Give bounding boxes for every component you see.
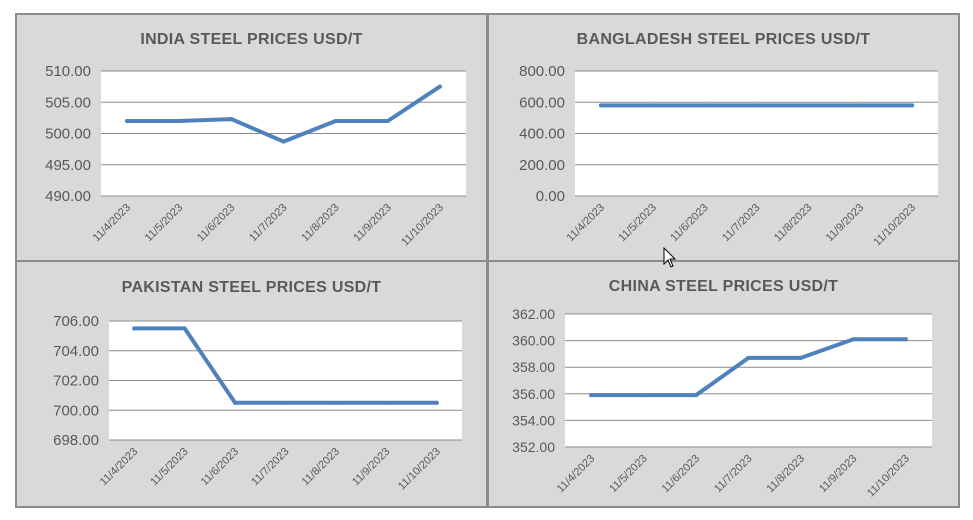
y-tick-label: 700.00: [53, 402, 99, 419]
x-tick-label: 11/10/2023: [396, 446, 443, 493]
data-point: [333, 400, 338, 405]
x-tick-label: 11/10/2023: [871, 202, 918, 249]
chart-title: BANGLADESH STEEL PRICES USD/T: [576, 31, 871, 48]
y-tick-label: 362.00: [512, 306, 555, 322]
x-tick-label: 11/5/2023: [143, 202, 186, 245]
y-tick-label: 354.00: [512, 412, 555, 428]
y-tick-label: 702.00: [53, 373, 99, 390]
x-tick-label: 11/5/2023: [607, 453, 650, 496]
y-tick-label: 698.00: [53, 432, 99, 449]
y-tick-label: 490.00: [45, 188, 91, 205]
data-point: [229, 117, 234, 122]
data-point: [694, 393, 699, 398]
data-point: [384, 400, 389, 405]
data-point: [598, 103, 603, 108]
x-tick-label: 11/4/2023: [91, 202, 134, 245]
data-point: [754, 103, 759, 108]
x-tick-label: 11/9/2023: [817, 453, 860, 496]
data-point: [233, 400, 238, 405]
x-tick-label: 11/8/2023: [765, 453, 808, 496]
data-point: [851, 337, 856, 342]
data-point: [798, 355, 803, 360]
y-tick-label: 706.00: [53, 313, 99, 330]
data-point: [702, 103, 707, 108]
y-tick-label: 510.00: [45, 63, 91, 80]
y-tick-label: 500.00: [45, 126, 91, 143]
plot-area: [565, 314, 932, 447]
x-tick-label: 11/9/2023: [351, 202, 394, 245]
bangladesh-chart-panel: BANGLADESH STEEL PRICES USD/T 0.00 200.00…: [487, 13, 960, 262]
y-tick-label: 600.00: [519, 94, 565, 111]
data-point: [283, 400, 288, 405]
y-tick-label: 356.00: [512, 386, 555, 402]
data-point: [177, 119, 182, 123]
y-tick-label: 352.00: [512, 439, 555, 455]
data-point: [437, 84, 442, 89]
x-tick-label: 11/5/2023: [616, 202, 659, 245]
y-tick-label: 200.00: [519, 157, 565, 174]
x-tick-label: 11/10/2023: [865, 453, 912, 500]
data-point: [125, 119, 130, 123]
x-tick-label: 11/7/2023: [712, 453, 755, 496]
x-tick-label: 11/4/2023: [555, 453, 598, 496]
x-tick-label: 11/7/2023: [720, 202, 763, 245]
x-tick-label: 11/9/2023: [350, 446, 393, 489]
chart-title: PAKISTAN STEEL PRICES USD/T: [121, 279, 382, 296]
data-point: [910, 103, 915, 108]
india-chart-panel: INDIA STEEL PRICES USD/T 490.00 495.00 500…: [15, 13, 488, 262]
x-tick-label: 11/8/2023: [299, 202, 342, 245]
y-tick-label: 0.00: [536, 188, 565, 205]
china-chart-panel: CHINA STEEL PRICES USD/T 352.00 354.00 356…: [487, 260, 960, 508]
data-point: [182, 326, 187, 331]
y-tick-label: 400.00: [519, 126, 565, 143]
data-point: [903, 337, 908, 342]
mouse-pointer-icon: [663, 247, 677, 268]
data-point: [746, 355, 751, 360]
data-point: [650, 103, 655, 108]
y-tick-label: 495.00: [45, 157, 91, 174]
chart-title: INDIA STEEL PRICES USD/T: [140, 31, 363, 48]
data-point: [333, 119, 338, 123]
data-point: [434, 400, 439, 405]
chart-title: CHINA STEEL PRICES USD/T: [608, 278, 839, 295]
data-point: [132, 326, 137, 331]
x-tick-label: 11/7/2023: [249, 446, 292, 489]
data-point: [281, 139, 286, 144]
x-tick-label: 11/6/2023: [660, 453, 703, 496]
data-point: [858, 103, 863, 108]
y-tick-label: 358.00: [512, 359, 555, 375]
x-tick-label: 11/8/2023: [772, 202, 815, 245]
china-chart-svg: 352.00 354.00 356.00 358.00 360.00 362.00 11/4…: [512, 306, 932, 500]
x-tick-label: 11/6/2023: [668, 202, 711, 245]
x-tick-label: 11/7/2023: [247, 202, 290, 245]
x-tick-label: 11/8/2023: [300, 446, 343, 489]
x-tick-label: 11/4/2023: [98, 446, 141, 489]
x-tick-label: 11/10/2023: [399, 202, 446, 249]
data-point: [806, 103, 811, 108]
x-tick-label: 11/4/2023: [565, 202, 608, 245]
x-tick-label: 11/9/2023: [824, 202, 867, 245]
data-point: [385, 119, 390, 123]
y-tick-label: 360.00: [512, 333, 555, 349]
x-tick-label: 11/6/2023: [199, 446, 242, 489]
x-tick-label: 11/5/2023: [148, 446, 191, 489]
x-tick-label: 11/6/2023: [195, 202, 238, 245]
y-tick-label: 505.00: [45, 94, 91, 111]
data-point: [641, 393, 646, 398]
data-point: [589, 393, 594, 398]
pakistan-chart-panel: PAKISTAN STEEL PRICES USD/T 698.00 700.00…: [15, 260, 488, 508]
y-tick-label: 704.00: [53, 343, 99, 360]
y-tick-label: 800.00: [519, 63, 565, 80]
